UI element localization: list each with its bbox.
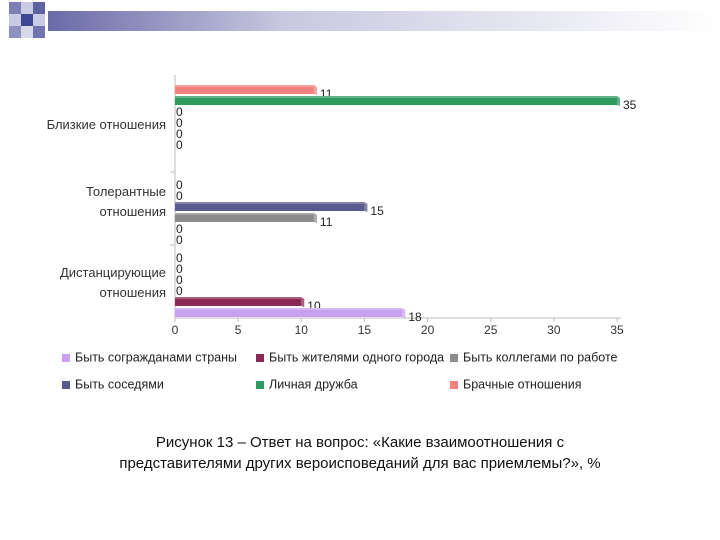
legend-item: Брачные отношения: [450, 377, 582, 392]
legend-label: Брачные отношения: [463, 377, 582, 392]
legend-swatch: [62, 380, 70, 389]
x-tick-label: 0: [172, 323, 179, 337]
x-tick-label: 15: [358, 323, 372, 337]
bar-highlight: [175, 202, 365, 204]
category-label: отношения: [100, 285, 166, 300]
bar-chart: 0 5 10 15 20 25 30 35113500000015110000001018Бл…: [47, 75, 637, 337]
bar-highlight: [175, 297, 302, 299]
data-label: 0: [176, 251, 183, 265]
data-label: 0: [176, 273, 183, 287]
data-label: 0: [176, 138, 183, 152]
data-label: 0: [176, 189, 183, 203]
legend-label: Личная дружба: [269, 377, 358, 392]
data-label: 0: [176, 105, 183, 119]
bar-highlight: [175, 96, 617, 98]
x-tick-label: 10: [295, 323, 309, 337]
legend-swatch: [62, 353, 70, 362]
bar-end-cap: [313, 85, 317, 95]
legend-swatch: [450, 353, 458, 362]
data-label: 35: [623, 98, 637, 112]
data-label: 0: [176, 116, 183, 130]
bar: [175, 202, 365, 211]
category-label: Дистанцирующие: [60, 265, 166, 280]
data-label: 18: [408, 310, 422, 324]
data-label: 0: [176, 233, 183, 247]
bar: [175, 96, 617, 105]
bar-highlight: [175, 213, 314, 215]
data-label: 15: [370, 204, 384, 218]
legend-swatch: [450, 380, 458, 389]
legend-label: Быть коллегами по работе: [463, 350, 618, 365]
figure-caption-line-1: Рисунок 13 – Ответ на вопрос: «Какие вза…: [155, 434, 565, 451]
bar: [175, 297, 302, 306]
legend-item: Быть жителями одного города: [256, 350, 444, 365]
data-label: 0: [176, 284, 183, 298]
bar-end-cap: [364, 202, 368, 212]
legend-swatch: [256, 353, 264, 362]
legend-label: Быть соседями: [75, 377, 164, 392]
bar: [175, 85, 314, 94]
bar-end-cap: [402, 308, 406, 318]
data-label: 0: [176, 127, 183, 141]
bar-highlight: [175, 308, 403, 310]
figure-caption-line-2: представителями других вероисповеданий д…: [119, 455, 601, 472]
data-label: 0: [176, 262, 183, 276]
legend-label: Быть согражданами страны: [75, 350, 237, 365]
legend-item: Быть соседями: [62, 377, 164, 392]
bar: [175, 213, 314, 222]
legend-item: Личная дружба: [256, 377, 358, 392]
legend-swatch: [256, 380, 264, 389]
bar-end-cap: [301, 297, 305, 307]
category-label: отношения: [100, 204, 166, 219]
x-tick-label: 5: [235, 323, 242, 337]
header-decoration: [9, 2, 720, 38]
x-tick-label: 20: [421, 323, 435, 337]
legend-item: Быть согражданами страны: [62, 350, 237, 365]
bar: [175, 308, 403, 317]
category-label: Толерантные: [86, 184, 166, 199]
bar-end-cap: [313, 213, 317, 223]
category-label: Близкие отношения: [47, 117, 166, 132]
data-label: 11: [320, 215, 333, 229]
x-tick-label: 35: [610, 323, 624, 337]
bar-end-cap: [617, 96, 620, 106]
data-label: 0: [176, 178, 183, 192]
legend-label: Быть жителями одного города: [269, 350, 445, 365]
data-label: 0: [176, 222, 183, 236]
x-tick-label: 30: [547, 323, 561, 337]
legend-item: Быть коллегами по работе: [450, 350, 617, 365]
bar-highlight: [175, 85, 314, 87]
x-tick-label: 25: [484, 323, 498, 337]
